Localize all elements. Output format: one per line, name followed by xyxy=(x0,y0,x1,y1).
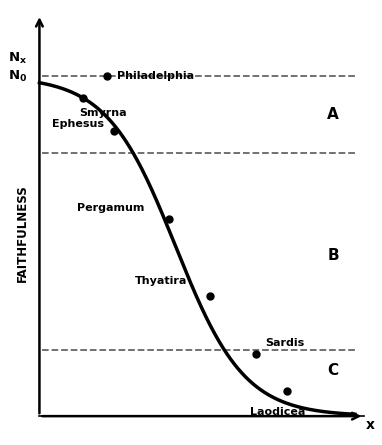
Text: Ephesus: Ephesus xyxy=(52,119,104,129)
Text: C: C xyxy=(327,363,338,378)
Text: Sardis: Sardis xyxy=(265,338,304,348)
Text: Thyatira: Thyatira xyxy=(135,276,188,286)
Text: Philadelphia: Philadelphia xyxy=(117,71,194,81)
Text: x: x xyxy=(366,418,375,432)
Text: Pergamum: Pergamum xyxy=(76,203,144,213)
Text: A: A xyxy=(327,107,339,122)
Text: $\mathbf{N_x}$: $\mathbf{N_x}$ xyxy=(8,51,27,66)
Text: FAITHFULNESS: FAITHFULNESS xyxy=(16,185,29,282)
Text: B: B xyxy=(327,248,339,263)
Text: Laodicea: Laodicea xyxy=(250,408,305,417)
Text: $\mathbf{N_0}$: $\mathbf{N_0}$ xyxy=(8,69,27,84)
Text: Smyrna: Smyrna xyxy=(80,108,127,118)
